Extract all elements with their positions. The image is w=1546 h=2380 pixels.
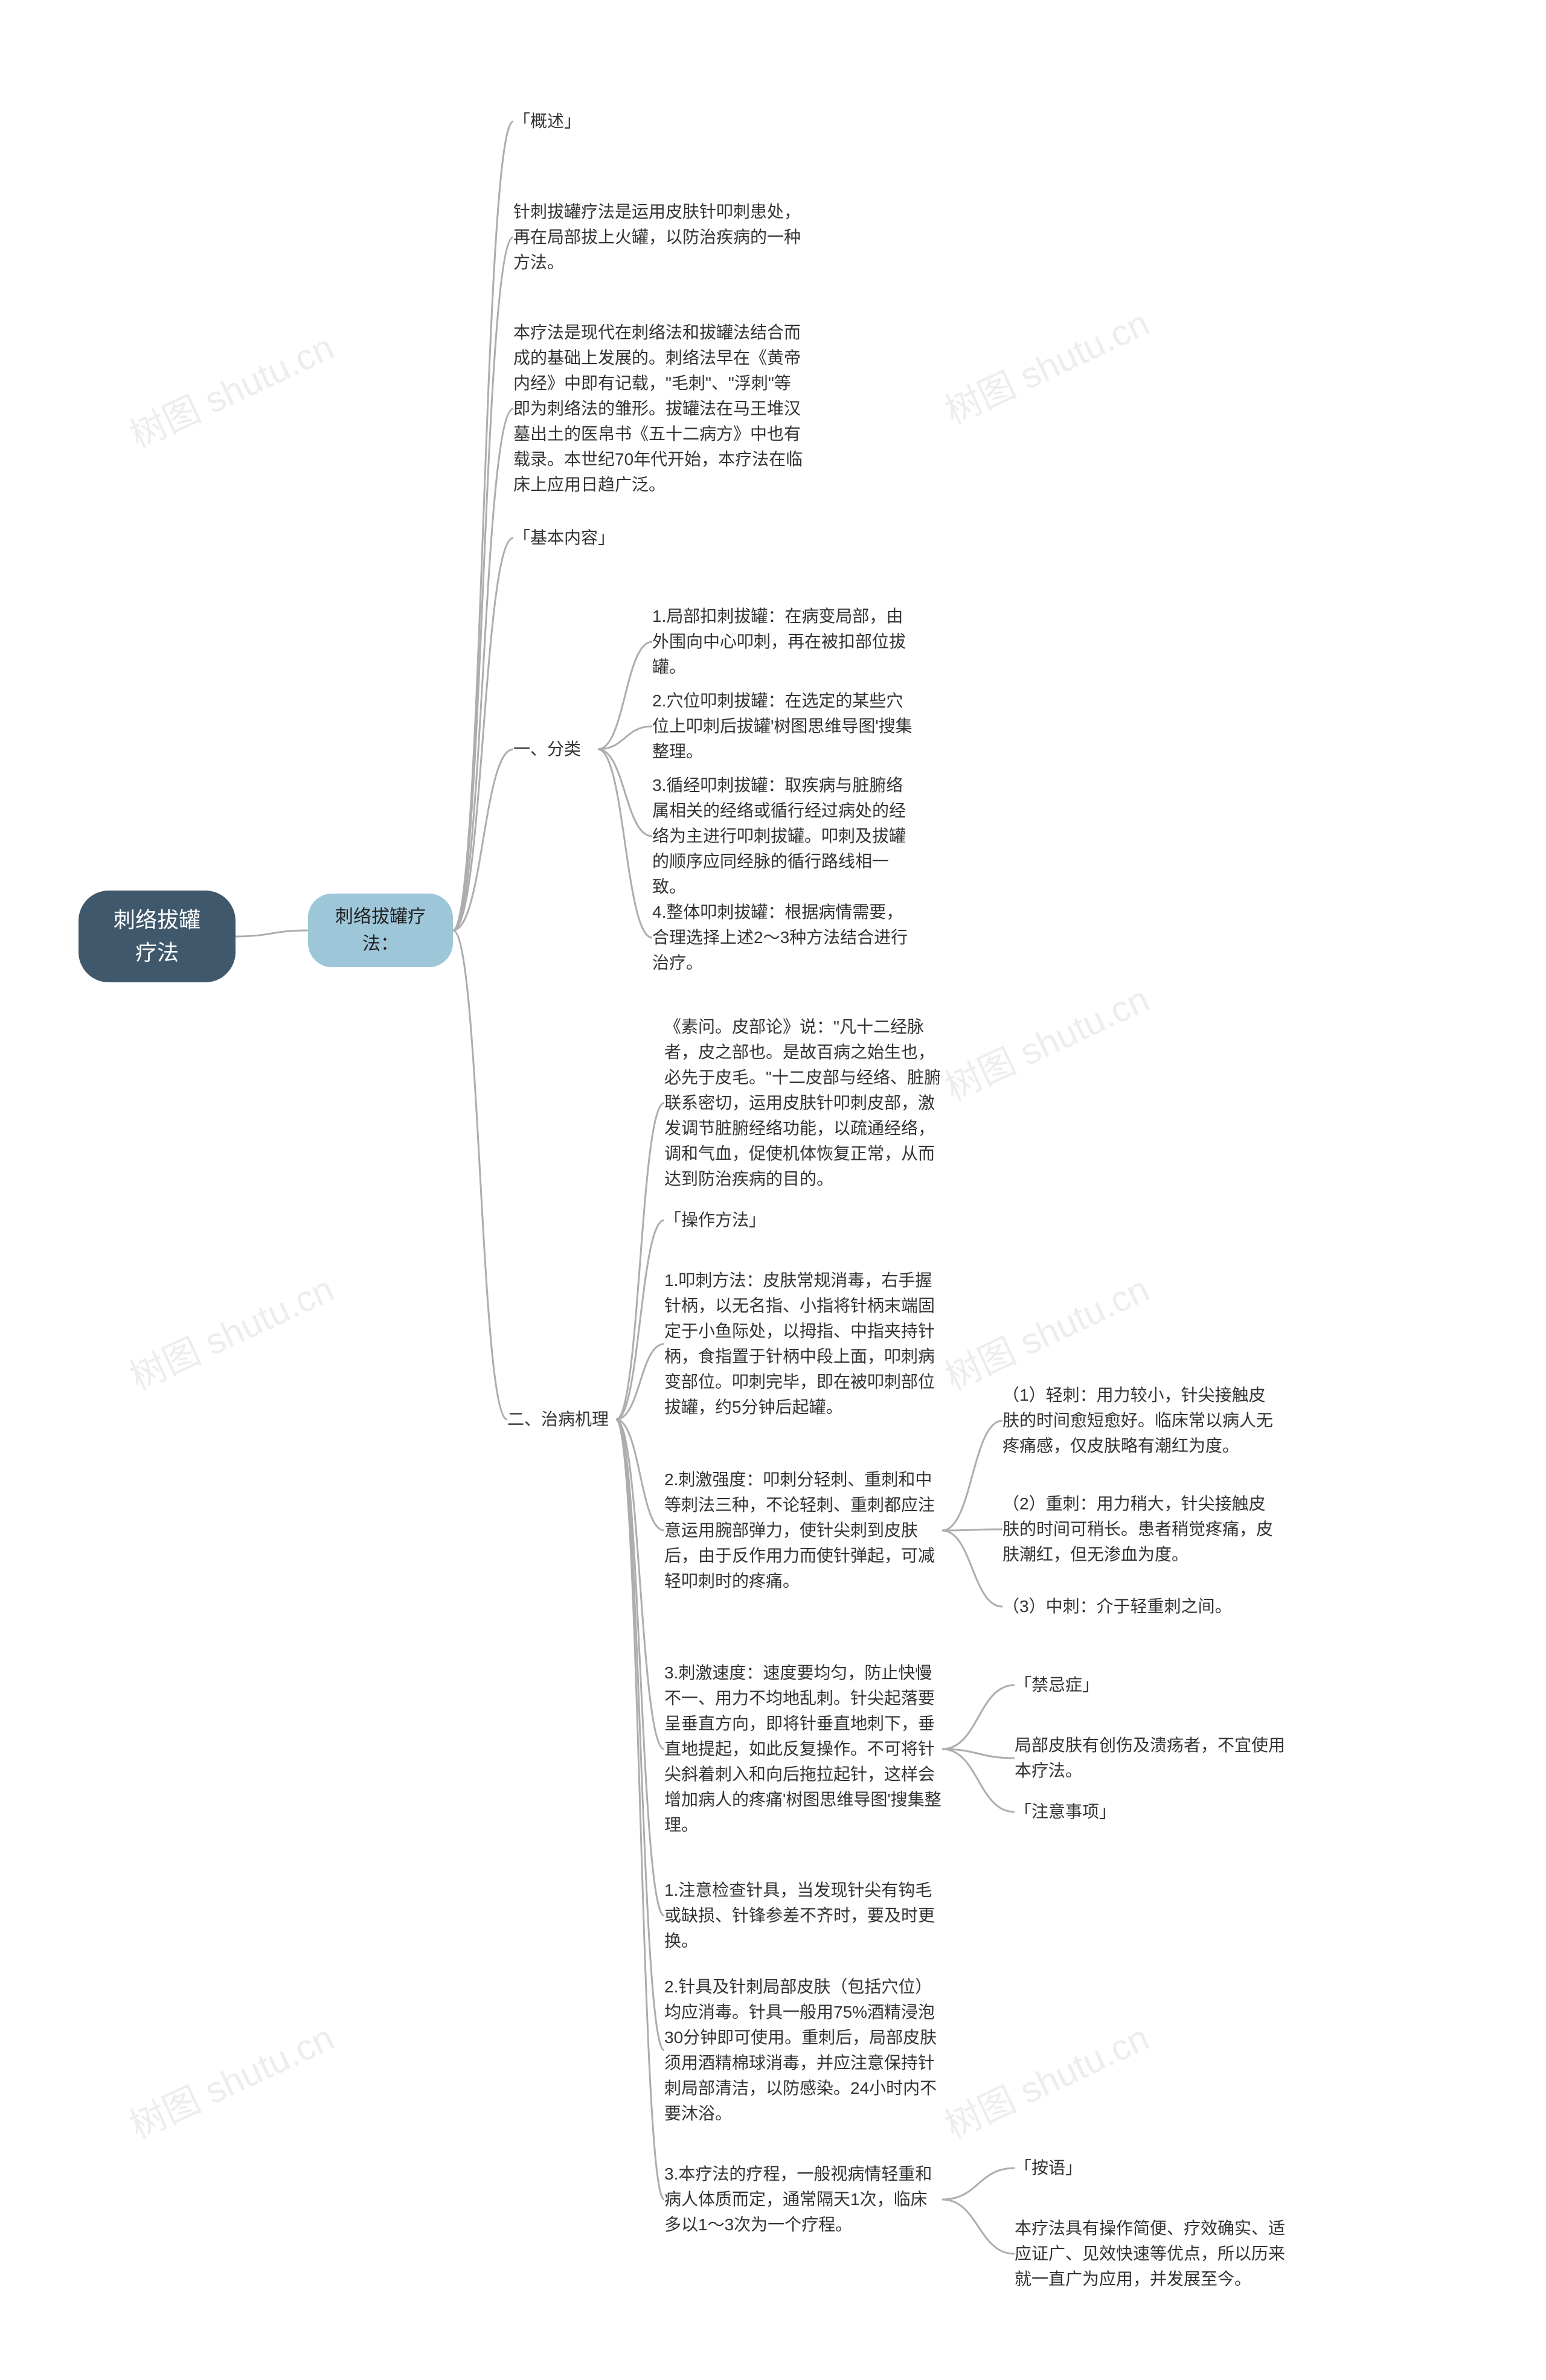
leaf-para1: 针刺拔罐疗法是运用皮肤针叩刺患处，再在局部拔上火罐，以防治疾病的一种方法。 bbox=[513, 199, 803, 275]
leaf-cz2a: （1）轻刺：用力较小，针尖接触皮肤的时间愈短愈好。临床常以病人无疼痛感，仅皮肤略… bbox=[1002, 1383, 1280, 1459]
label-fenlei: 一、分类 bbox=[513, 737, 598, 762]
connector bbox=[453, 237, 513, 930]
leaf-para2: 本疗法是现代在刺络法和拔罐法结合而成的基础上发展的。刺络法早在《黄帝内经》中即有… bbox=[513, 320, 803, 497]
connector bbox=[616, 1419, 664, 1916]
watermark: 树图 shutu.cn bbox=[935, 970, 1156, 1110]
watermark: 树图 shutu.cn bbox=[120, 1260, 341, 1400]
watermark: 树图 shutu.cn bbox=[120, 318, 341, 458]
connector bbox=[942, 1749, 1015, 1758]
connector bbox=[598, 642, 652, 749]
connector bbox=[942, 1529, 1002, 1531]
leaf-an1: 本疗法具有操作简便、疗效确实、适应证广、见效快速等优点，所以历来就一直广为应用，… bbox=[1015, 2216, 1292, 2292]
leaf-fl1: 1.局部扣刺拔罐：在病变局部，由外围向中心叩刺，再在被扣部位拔罐。 bbox=[652, 604, 918, 680]
leaf-cz2c: （3）中刺：介于轻重刺之间。 bbox=[1002, 1594, 1232, 1619]
connector bbox=[616, 1419, 664, 2050]
leaf-zy1: 1.注意检查针具，当发现针尖有钩毛或缺损、针锋参差不齐时，要及时更换。 bbox=[664, 1878, 942, 1954]
watermark: 树图 shutu.cn bbox=[120, 2009, 341, 2149]
leaf-jiben: 「基本内容」 bbox=[513, 525, 622, 551]
leaf-cz2: 2.刺激强度：叩刺分轻刺、重刺和中等刺法三种，不论轻刺、重刺都应注意运用腕部弹力… bbox=[664, 1467, 942, 1594]
leaf-zy3: 3.本疗法的疗程，一般视病情轻重和病人体质而定，通常隔天1次，临床多以1～3次为… bbox=[664, 2161, 942, 2238]
connector bbox=[942, 2168, 1015, 2199]
leaf-cz1: 1.叩刺方法：皮肤常规消毒，右手握针柄，以无名指、小指将针柄末端固定于小鱼际处，… bbox=[664, 1268, 942, 1420]
leaf-jj1: 局部皮肤有创伤及溃疡者，不宜使用本疗法。 bbox=[1015, 1733, 1292, 1783]
connector bbox=[453, 930, 507, 1419]
connector bbox=[453, 409, 513, 930]
leaf-jinji: 「禁忌症」 bbox=[1015, 1672, 1111, 1698]
connector bbox=[616, 1419, 664, 1531]
connector bbox=[598, 749, 652, 938]
connector bbox=[616, 1344, 664, 1419]
leaf-ji1: 《素问。皮部论》说："凡十二经脉者，皮之部也。是故百病之始生也，必先于皮毛。"十… bbox=[664, 1014, 942, 1192]
connector bbox=[942, 1749, 1015, 1812]
connector bbox=[453, 538, 513, 930]
main-node: 刺络拔罐疗法： bbox=[308, 894, 453, 967]
connector bbox=[942, 2199, 1015, 2254]
leaf-caozuo: 「操作方法」 bbox=[664, 1208, 773, 1233]
leaf-zhuyi: 「注意事项」 bbox=[1015, 1799, 1123, 1825]
root-node: 刺络拔罐疗法 bbox=[79, 891, 236, 982]
connector bbox=[942, 1421, 1002, 1531]
leaf-fl4: 4.整体叩刺拔罐：根据病情需要，合理选择上述2～3种方法结合进行治疗。 bbox=[652, 900, 918, 976]
leaf-cz3: 3.刺激速度：速度要均匀，防止快慢不一、用力不均地乱刺。针尖起落要呈垂直方向，即… bbox=[664, 1660, 942, 1838]
leaf-gaishu: 「概述」 bbox=[513, 109, 598, 134]
leaf-anyv: 「按语」 bbox=[1015, 2155, 1099, 2181]
connector bbox=[453, 749, 513, 930]
leaf-fl3: 3.循经叩刺拔罐：取疾病与脏腑络属相关的经络或循行经过病处的经络为主进行叩刺拔罐… bbox=[652, 773, 918, 900]
connector bbox=[453, 121, 513, 930]
connector bbox=[942, 1531, 1002, 1607]
watermark: 树图 shutu.cn bbox=[935, 294, 1156, 434]
connector bbox=[598, 749, 652, 836]
connector bbox=[598, 726, 652, 749]
watermark: 树图 shutu.cn bbox=[935, 2009, 1156, 2149]
connector bbox=[616, 1419, 664, 2199]
connector bbox=[236, 930, 308, 936]
connector bbox=[616, 1419, 664, 1749]
watermark: 树图 shutu.cn bbox=[935, 1260, 1156, 1400]
connector bbox=[942, 1685, 1015, 1749]
leaf-fl2: 2.穴位叩刺拔罐：在选定的某些穴位上叩刺后拔罐'树图思维导图'搜集整理。 bbox=[652, 688, 918, 764]
connector bbox=[616, 1103, 664, 1419]
leaf-zy2: 2.针具及针刺局部皮肤（包括穴位）均应消毒。针具一般用75%酒精浸泡30分钟即可… bbox=[664, 1974, 942, 2126]
label-jili: 二、治病机理 bbox=[507, 1407, 616, 1432]
leaf-cz2b: （2）重刺：用力稍大，针尖接触皮肤的时间可稍长。患者稍觉疼痛，皮肤潮红，但无渗血… bbox=[1002, 1491, 1280, 1567]
connector bbox=[616, 1220, 664, 1419]
